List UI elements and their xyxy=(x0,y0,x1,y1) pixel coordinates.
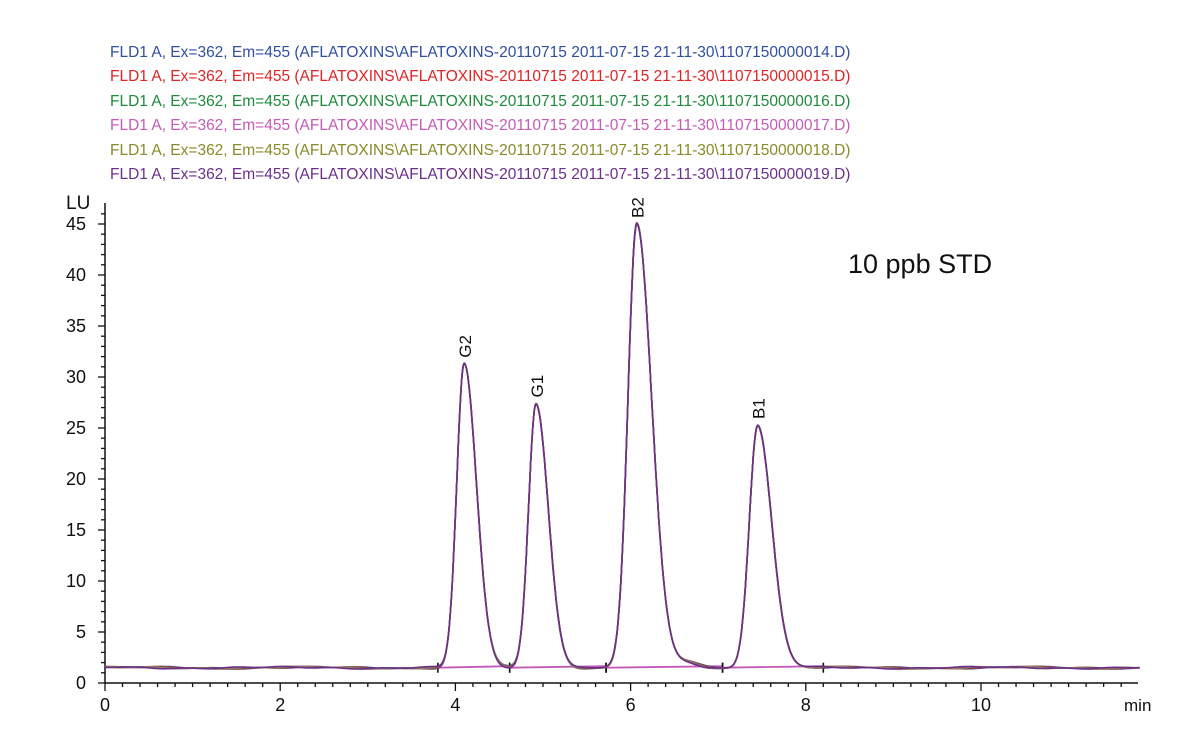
y-tick-label: 5 xyxy=(76,622,86,642)
y-tick-label: 20 xyxy=(66,469,86,489)
series-traces xyxy=(104,222,1140,670)
legend-item: FLD1 A, Ex=362, Em=455 (AFLATOXINS\AFLAT… xyxy=(110,117,851,135)
legend-item: FLD1 A, Ex=362, Em=455 (AFLATOXINS\AFLAT… xyxy=(110,166,851,184)
x-tick-label: 4 xyxy=(450,695,460,715)
series-line xyxy=(104,223,1140,670)
series-line xyxy=(104,222,1140,670)
y-tick-label: 35 xyxy=(66,316,86,336)
series-line xyxy=(104,222,1140,670)
x-tick-label: 8 xyxy=(801,695,811,715)
x-axis-label: min xyxy=(1124,696,1151,715)
peak-label: B2 xyxy=(629,197,648,218)
integration-baseline xyxy=(509,665,607,669)
y-tick-label: 10 xyxy=(66,571,86,591)
legend-item: FLD1 A, Ex=362, Em=455 (AFLATOXINS\AFLAT… xyxy=(110,141,851,159)
chart-legend: FLD1 A, Ex=362, Em=455 (AFLATOXINS\AFLAT… xyxy=(110,41,850,187)
axes: 0 2 4 6 8 10 0 5 10 15 20 25 30 35 40 45 xyxy=(66,203,1138,715)
y-tick-label: 0 xyxy=(76,673,86,693)
legend-item: FLD1 A, Ex=362, Em=455 (AFLATOXINS\AFLAT… xyxy=(110,92,851,110)
series-line xyxy=(105,222,1140,670)
x-tick-label: 10 xyxy=(971,695,991,715)
x-tick-label: 0 xyxy=(100,695,110,715)
x-tick-label: 2 xyxy=(275,695,285,715)
series-line xyxy=(105,222,1140,670)
integration-baselines xyxy=(437,662,825,673)
x-tick-label: 6 xyxy=(626,695,636,715)
legend-item: FLD1 A, Ex=362, Em=455 (AFLATOXINS\AFLAT… xyxy=(110,44,851,61)
peak-label: G1 xyxy=(528,375,547,398)
peak-labels: G2 G1 B2 B1 xyxy=(456,197,768,419)
y-axis-label: LU xyxy=(66,193,90,214)
y-tick-label: 15 xyxy=(66,520,86,540)
y-tick-label: 45 xyxy=(66,214,86,234)
series-line xyxy=(105,222,1140,670)
sample-annotation: 10 ppb STD xyxy=(848,249,992,279)
y-tick-label: 25 xyxy=(66,418,86,438)
y-tick-label: 30 xyxy=(66,367,86,387)
peak-label: G2 xyxy=(456,335,475,358)
peak-label: B1 xyxy=(750,398,769,419)
legend-item: FLD1 A, Ex=362, Em=455 (AFLATOXINS\AFLAT… xyxy=(110,68,851,86)
y-tick-label: 40 xyxy=(66,265,86,285)
integration-baseline xyxy=(437,665,510,669)
